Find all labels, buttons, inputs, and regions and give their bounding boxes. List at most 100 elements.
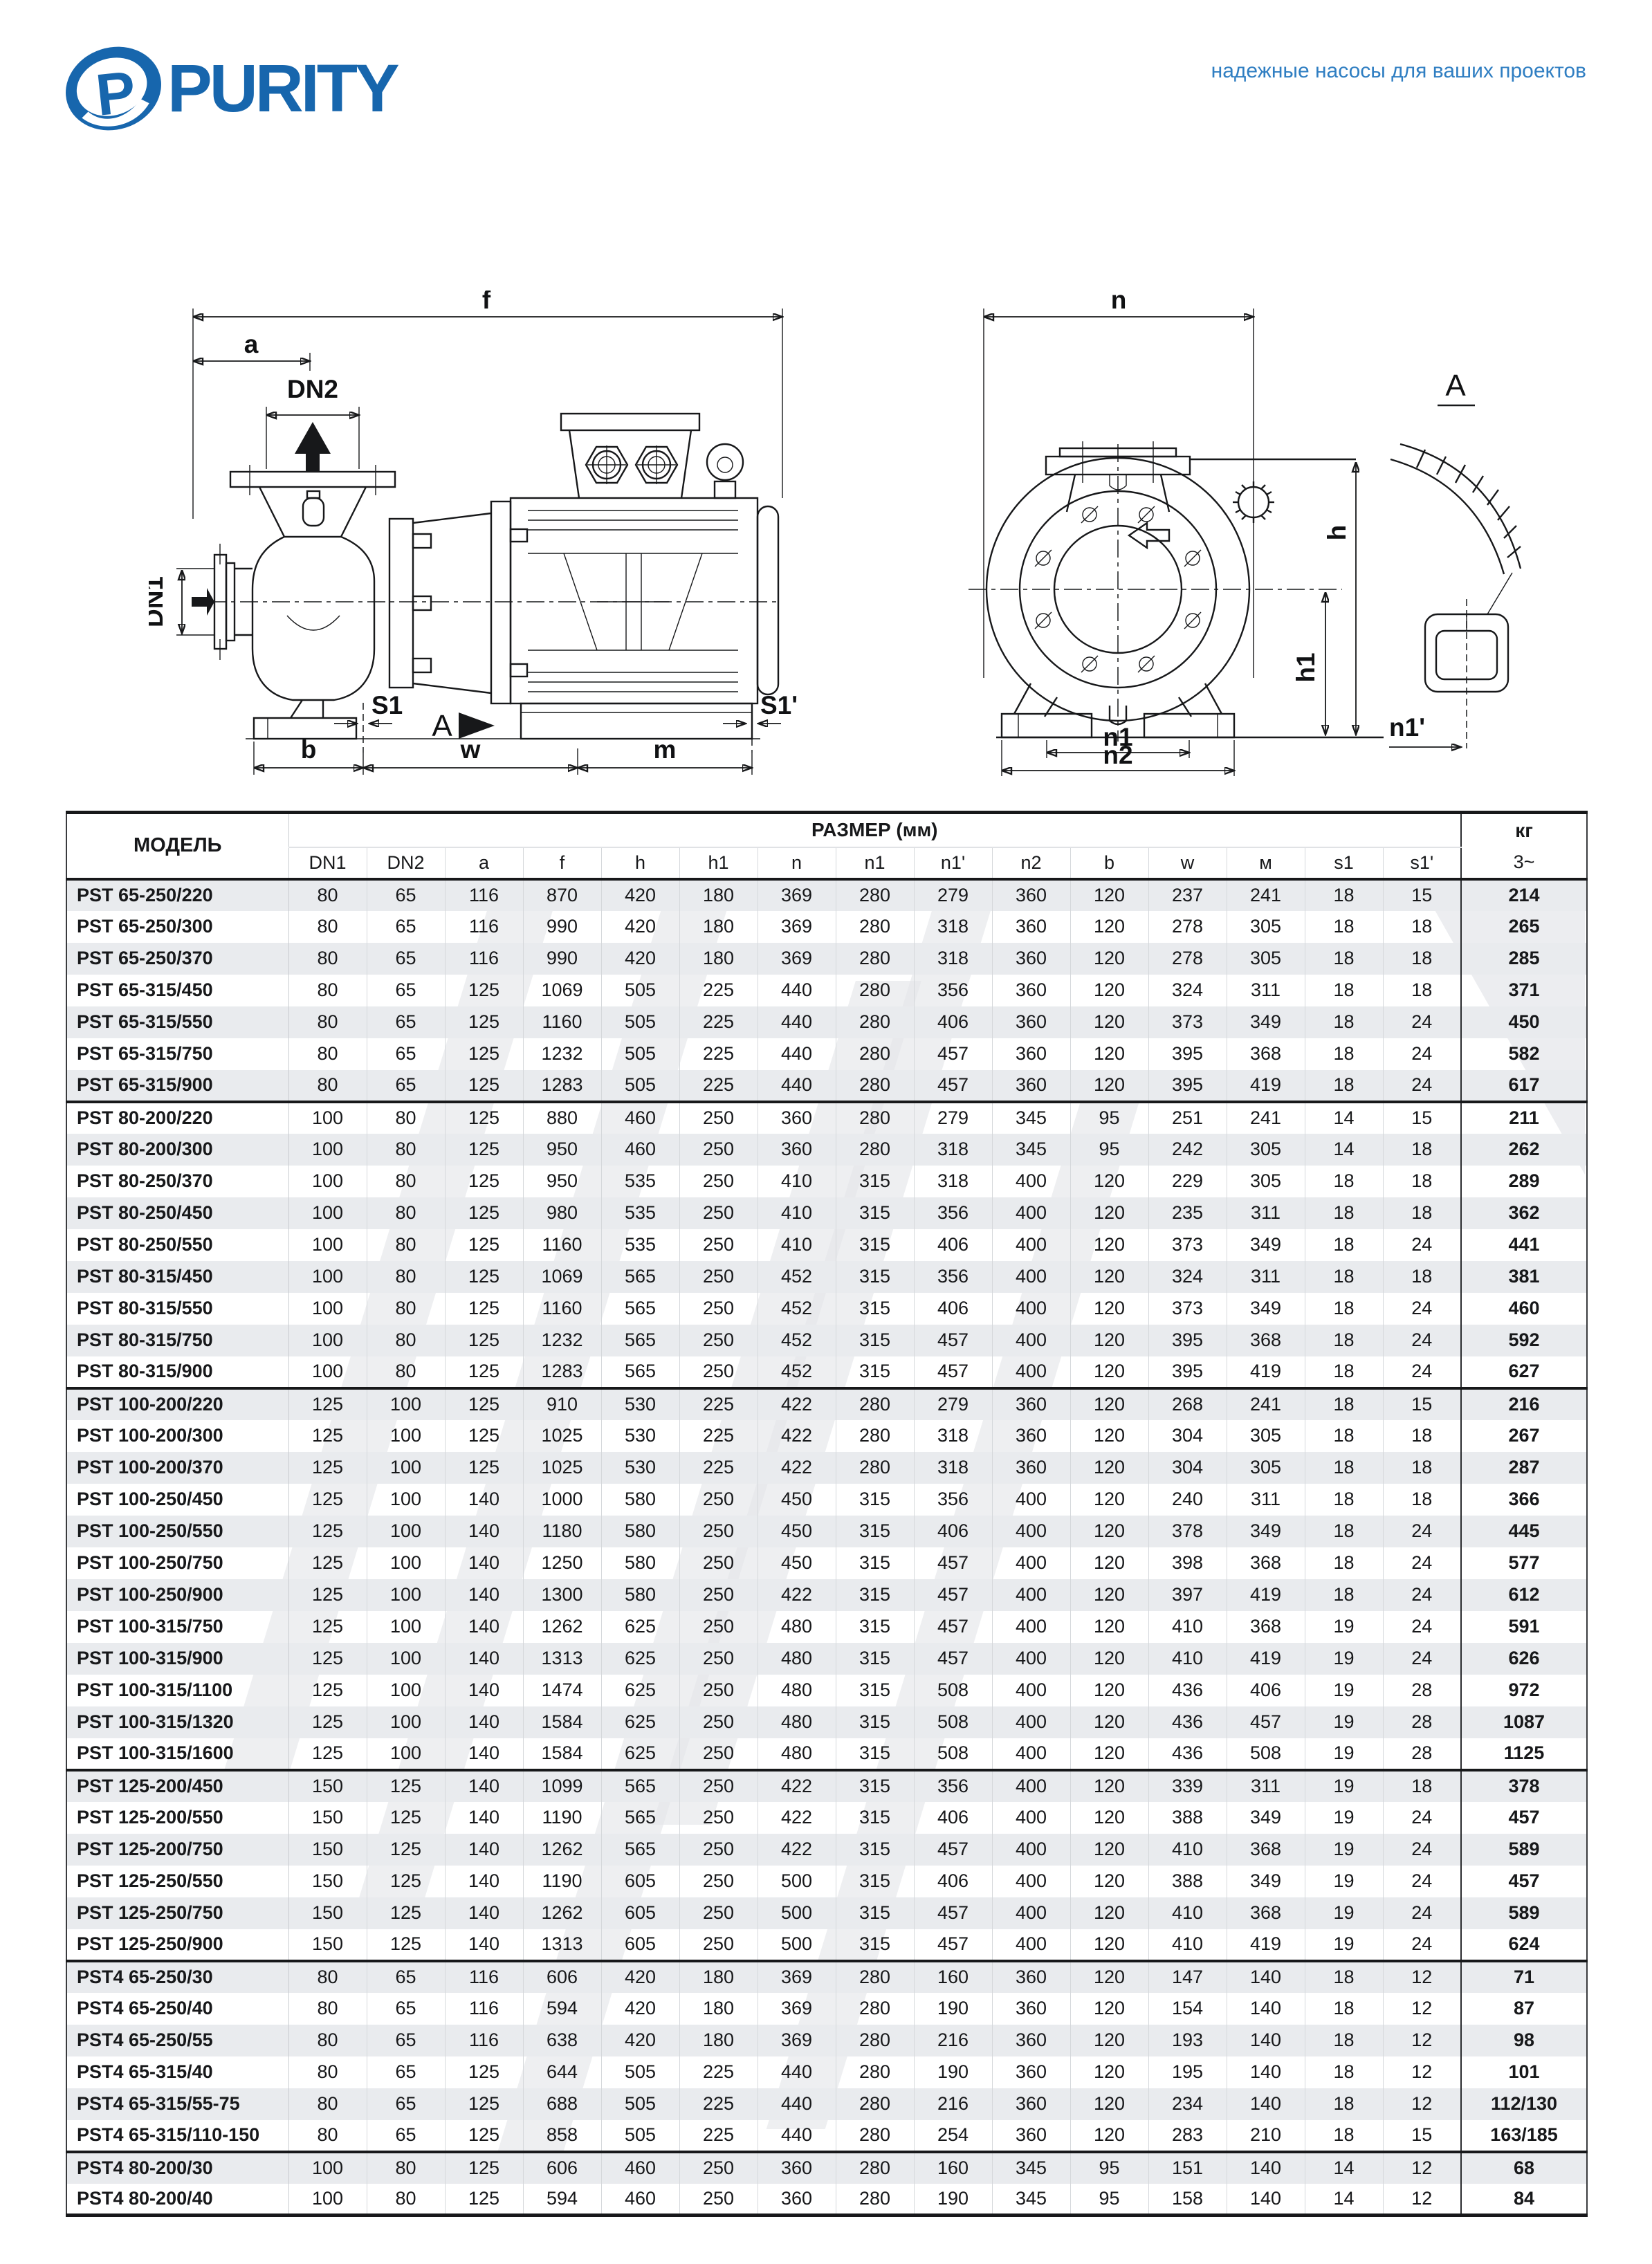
dim-cell: 18 bbox=[1304, 1165, 1383, 1197]
dim-cell: 19 bbox=[1304, 1801, 1383, 1834]
dim-cell: 535 bbox=[600, 1165, 679, 1197]
view-a-label: A bbox=[432, 709, 452, 743]
dim-cell: 120 bbox=[1070, 1197, 1148, 1229]
dim-cell: 318 bbox=[913, 942, 992, 975]
dim-cell: 565 bbox=[600, 1356, 679, 1388]
flow-in-arrow-icon bbox=[192, 588, 214, 616]
dim-cell: 280 bbox=[835, 2150, 914, 2184]
table-row: PST 80-200/300 100 80 125 950 460 250 360 280 318… bbox=[66, 1133, 1588, 1166]
dim-cell: 565 bbox=[600, 1292, 679, 1325]
dim-cell: 12 bbox=[1382, 1959, 1462, 1993]
dim-cell: 140 bbox=[444, 1579, 523, 1611]
table-row: PST 125-200/750 150 125 140 1262 565 250 422 315… bbox=[66, 1833, 1588, 1866]
dim-cell: 400 bbox=[991, 1768, 1070, 1802]
dim-cell: 19 bbox=[1304, 1897, 1383, 1929]
dim-cell: 505 bbox=[600, 2056, 679, 2088]
column-header: h bbox=[600, 847, 679, 879]
model-cell: PST4 80-200/40 bbox=[66, 2183, 289, 2216]
weight-cell: 627 bbox=[1460, 1356, 1588, 1388]
dim-cell: 125 bbox=[444, 1165, 523, 1197]
dim-cell: 400 bbox=[991, 1260, 1070, 1293]
dim-cell: 950 bbox=[522, 1133, 601, 1166]
dim-cell: 18 bbox=[1382, 942, 1462, 975]
dim-cell: 280 bbox=[835, 2088, 914, 2120]
dim-cell: 65 bbox=[366, 2119, 445, 2152]
dim-cell: 125 bbox=[444, 1069, 523, 1102]
dim-cell: 120 bbox=[1070, 1897, 1148, 1929]
dim-cell: 100 bbox=[288, 1292, 367, 1325]
dim-cell: 18 bbox=[1382, 910, 1462, 943]
dim-cell: 505 bbox=[600, 2088, 679, 2120]
dim-cell: 125 bbox=[444, 1451, 523, 1484]
dimensions-table-section: МОДЕЛЬ РАЗМЕР (мм) кг DN1 DN2 a f h h1 n n1 n1' n… bbox=[66, 811, 1588, 2217]
dim-cell: 18 bbox=[1304, 1386, 1383, 1420]
dim-cell: 160 bbox=[913, 2150, 992, 2184]
dim-cell: 369 bbox=[757, 1992, 836, 2025]
dim-cell: 125 bbox=[444, 1228, 523, 1261]
weight-cell: 450 bbox=[1460, 1006, 1588, 1038]
dim-cell: 505 bbox=[600, 974, 679, 1006]
dim-cell: 140 bbox=[1226, 2056, 1305, 2088]
dim-cell: 280 bbox=[835, 910, 914, 943]
dim-cell: 18 bbox=[1304, 1260, 1383, 1293]
table-row: PST 100-250/550 125 100 140 1180 580 250 450 315… bbox=[66, 1515, 1588, 1547]
dim-cell: 15 bbox=[1382, 878, 1462, 911]
dim-cell: 440 bbox=[757, 974, 836, 1006]
dim-cell: 250 bbox=[679, 1833, 758, 1866]
dim-label-n: n bbox=[1111, 291, 1127, 314]
group-header-row: МОДЕЛЬ РАЗМЕР (мм) кг bbox=[66, 812, 1588, 879]
model-cell: PST 65-315/900 bbox=[66, 1069, 289, 1102]
table-row: PST 65-315/750 80 65 125 1232 505 225 440 280 457… bbox=[66, 1038, 1588, 1070]
dim-cell: 65 bbox=[366, 1992, 445, 2025]
dim-cell: 1025 bbox=[522, 1419, 601, 1452]
dim-cell: 1262 bbox=[522, 1897, 601, 1929]
dim-cell: 508 bbox=[913, 1738, 992, 1770]
dim-cell: 1313 bbox=[522, 1929, 601, 1961]
column-header: b bbox=[1070, 847, 1148, 879]
dim-cell: 14 bbox=[1304, 1133, 1383, 1166]
model-cell: PST 100-200/370 bbox=[66, 1451, 289, 1484]
dim-cell: 120 bbox=[1070, 1069, 1148, 1102]
dim-cell: 1025 bbox=[522, 1451, 601, 1484]
model-cell: PST 80-250/550 bbox=[66, 1228, 289, 1261]
dim-cell: 360 bbox=[757, 1133, 836, 1166]
dim-cell: 360 bbox=[991, 1959, 1070, 1993]
dim-cell: 688 bbox=[522, 2088, 601, 2120]
dim-cell: 19 bbox=[1304, 1865, 1383, 1897]
dim-cell: 345 bbox=[991, 2150, 1070, 2184]
dim-cell: 1232 bbox=[522, 1038, 601, 1070]
dim-cell: 28 bbox=[1382, 1706, 1462, 1738]
dim-cell: 406 bbox=[1226, 1674, 1305, 1706]
model-cell: PST 80-250/450 bbox=[66, 1197, 289, 1229]
dim-cell: 125 bbox=[288, 1706, 367, 1738]
dim-cell: 1190 bbox=[522, 1801, 601, 1834]
dim-cell: 120 bbox=[1070, 2088, 1148, 2120]
dim-cell: 80 bbox=[288, 974, 367, 1006]
dim-cell: 250 bbox=[679, 1642, 758, 1675]
dim-cell: 400 bbox=[991, 1706, 1070, 1738]
dim-cell: 18 bbox=[1304, 2088, 1383, 2120]
dim-cell: 140 bbox=[444, 1610, 523, 1643]
dim-cell: 120 bbox=[1070, 974, 1148, 1006]
weight-cell: 577 bbox=[1460, 1547, 1588, 1579]
dim-cell: 120 bbox=[1070, 1706, 1148, 1738]
dim-cell: 65 bbox=[366, 878, 445, 911]
dim-cell: 225 bbox=[679, 1451, 758, 1484]
dim-cell: 14 bbox=[1304, 1100, 1383, 1134]
dim-cell: 12 bbox=[1382, 2150, 1462, 2184]
dim-cell: 120 bbox=[1070, 1451, 1148, 1484]
dim-cell: 150 bbox=[288, 1865, 367, 1897]
dim-cell: 400 bbox=[991, 1579, 1070, 1611]
model-cell: PST 125-200/750 bbox=[66, 1833, 289, 1866]
dim-cell: 120 bbox=[1070, 1610, 1148, 1643]
dim-cell: 565 bbox=[600, 1324, 679, 1356]
model-cell: PST 80-315/900 bbox=[66, 1356, 289, 1388]
dim-cell: 241 bbox=[1226, 878, 1305, 911]
dim-cell: 18 bbox=[1304, 2119, 1383, 2152]
dim-cell: 422 bbox=[757, 1419, 836, 1452]
weight-cell: 381 bbox=[1460, 1260, 1588, 1293]
dim-cell: 150 bbox=[288, 1929, 367, 1961]
column-header: n2 bbox=[991, 847, 1070, 879]
dim-cell: 140 bbox=[444, 1483, 523, 1516]
weight-cell: 87 bbox=[1460, 1992, 1588, 2025]
